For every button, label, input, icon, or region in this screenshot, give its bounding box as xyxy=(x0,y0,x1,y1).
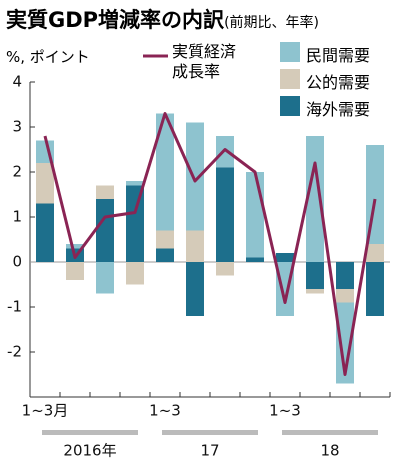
y-tick-label: -1 xyxy=(7,298,22,316)
bar-segment xyxy=(246,257,264,262)
bar-segment xyxy=(66,244,84,249)
legend-label: 実質経済成長率 xyxy=(172,42,237,81)
y-tick-label: 1 xyxy=(12,208,22,226)
y-tick-label: 2 xyxy=(12,163,22,181)
legend-label: 海外需要 xyxy=(306,100,371,119)
bar-segment xyxy=(336,302,354,384)
bar-segment xyxy=(96,185,114,199)
bar-segment xyxy=(336,289,354,303)
year-label: 18 xyxy=(320,442,339,460)
bar-segment xyxy=(306,136,324,262)
bar-segment xyxy=(156,230,174,249)
legend-swatch xyxy=(280,42,300,62)
bar-segment xyxy=(126,185,144,262)
bar-segment xyxy=(186,122,204,231)
bar-segment xyxy=(186,262,204,316)
y-tick-label: 3 xyxy=(12,118,22,136)
bar-segment xyxy=(156,113,174,231)
bar-segment xyxy=(246,172,264,258)
chart-title: 実質GDP増減率の内訳 xyxy=(6,8,225,32)
year-bracket xyxy=(162,430,258,435)
year-label: 17 xyxy=(200,442,219,460)
chart-title-block: 実質GDP増減率の内訳(前期比、年率) xyxy=(6,4,319,34)
bar-segment xyxy=(36,203,54,262)
bar-segment xyxy=(366,262,384,316)
x-tick-label: 1~3月 xyxy=(22,402,69,420)
bar-segment xyxy=(96,262,114,294)
bar-segment xyxy=(126,181,144,186)
year-bracket xyxy=(282,430,378,435)
bar-segment xyxy=(366,244,384,262)
bar-segment xyxy=(66,262,84,280)
bar-segment xyxy=(216,167,234,262)
y-tick-label: -2 xyxy=(7,343,22,361)
x-tick-label: 1~3 xyxy=(269,402,301,420)
bar-segment xyxy=(36,163,54,204)
bar-segment xyxy=(306,289,324,294)
y-tick-label: 4 xyxy=(12,73,22,91)
bar-segment xyxy=(96,199,114,262)
legend-label: 民間需要 xyxy=(306,46,371,65)
bar-segment xyxy=(216,262,234,276)
bar-segment xyxy=(216,136,234,168)
y-axis-label: %, ポイント xyxy=(6,48,90,66)
growth-line xyxy=(43,112,377,376)
legend-swatch xyxy=(280,96,300,116)
bar-segment xyxy=(276,253,294,262)
bar-segment xyxy=(306,262,324,289)
chart-subtitle: (前期比、年率) xyxy=(224,15,319,31)
x-tick-label: 1~3 xyxy=(149,402,181,420)
bar-segment xyxy=(186,230,204,262)
bar-segment xyxy=(336,262,354,289)
legend-label: 公的需要 xyxy=(306,73,371,92)
legend-swatch xyxy=(280,69,300,89)
bar-segment xyxy=(126,262,144,285)
bar-segment xyxy=(156,248,174,262)
year-bracket xyxy=(42,430,138,435)
year-label: 2016年 xyxy=(63,442,116,460)
y-tick-label: 0 xyxy=(12,253,22,271)
